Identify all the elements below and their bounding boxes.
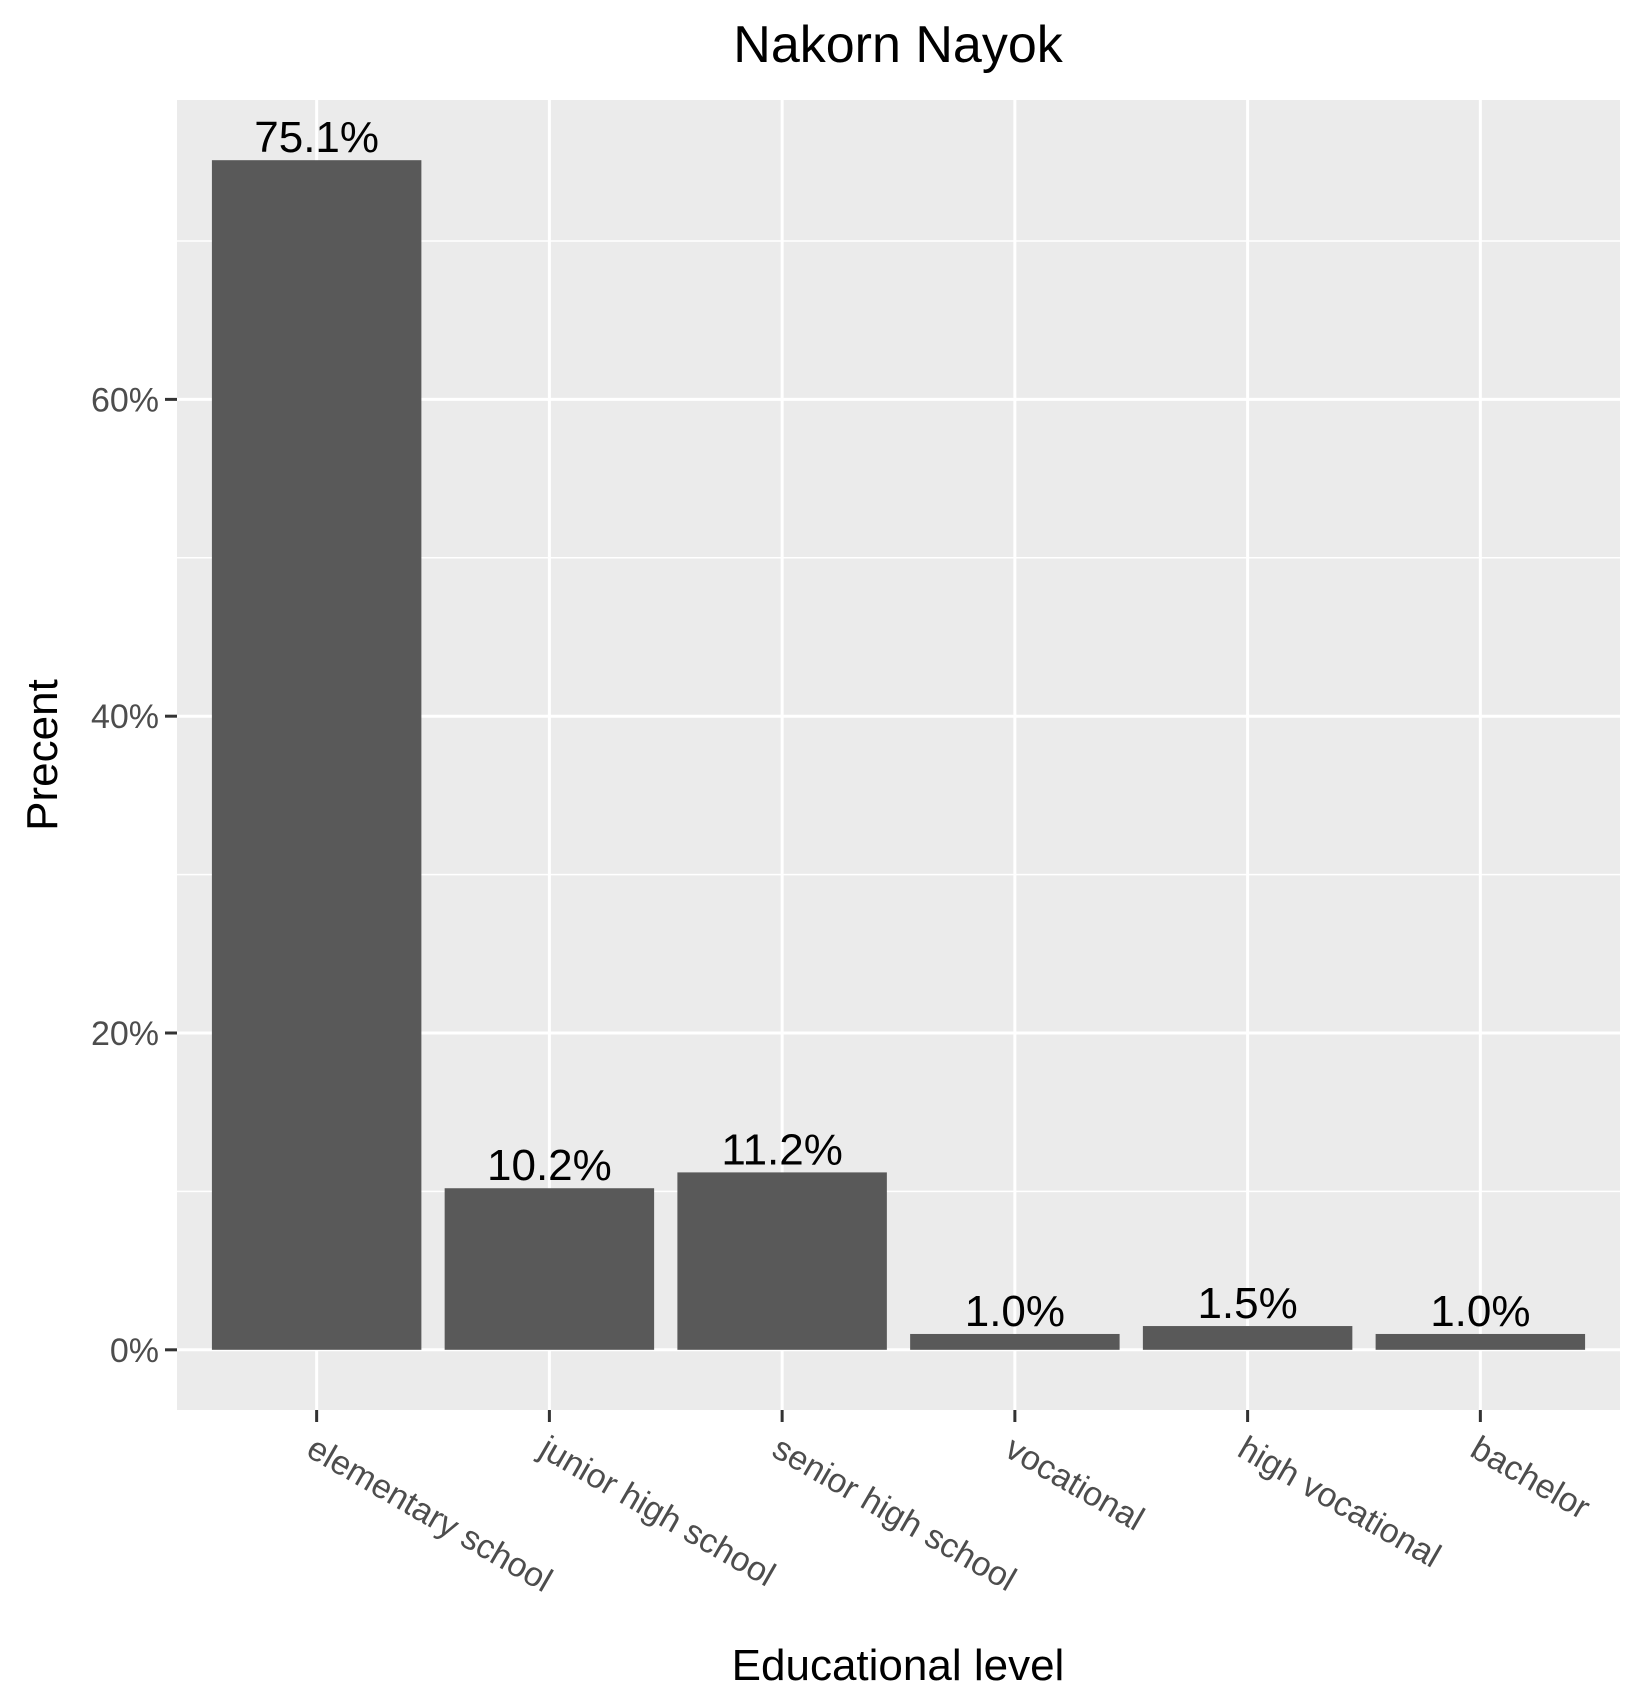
y-tick-label: 40% bbox=[91, 698, 159, 736]
y-axis-title: Precent bbox=[18, 679, 67, 831]
x-tick-label: vocational bbox=[999, 1429, 1151, 1538]
x-tick-label: elementary school bbox=[301, 1429, 559, 1600]
bar bbox=[910, 1333, 1120, 1350]
x-tick-label: high vocational bbox=[1232, 1429, 1447, 1575]
y-tick-label: 20% bbox=[91, 1015, 159, 1053]
bar-value-label: 1.0% bbox=[965, 1287, 1065, 1336]
bar bbox=[677, 1172, 887, 1350]
x-tick-label: bachelor bbox=[1464, 1429, 1596, 1527]
bar-value-label: 11.2% bbox=[721, 1125, 843, 1174]
bar bbox=[444, 1188, 655, 1350]
bar-value-label: 1.5% bbox=[1197, 1279, 1297, 1328]
y-tick-label: 0% bbox=[110, 1332, 159, 1370]
x-tick-label: senior high school bbox=[766, 1429, 1022, 1599]
bar bbox=[211, 160, 422, 1350]
x-axis-title: Educational level bbox=[732, 1641, 1065, 1690]
chart-title: Nakorn Nayok bbox=[733, 16, 1063, 74]
bar-value-label: 10.2% bbox=[487, 1141, 612, 1190]
bar bbox=[1142, 1326, 1353, 1350]
y-axis: 0% 20% 40% 60% bbox=[91, 381, 177, 1370]
bar-labels: 75.1% 10.2% 11.2% 1.0% 1.5% 1.0% bbox=[254, 113, 1530, 1336]
bar-value-label: 1.0% bbox=[1430, 1287, 1530, 1336]
y-tick-label: 60% bbox=[91, 381, 159, 419]
bar bbox=[1375, 1333, 1586, 1350]
x-tick-label: junior high school bbox=[533, 1429, 782, 1595]
bar-value-label: 75.1% bbox=[254, 113, 379, 162]
bars bbox=[211, 160, 1586, 1350]
